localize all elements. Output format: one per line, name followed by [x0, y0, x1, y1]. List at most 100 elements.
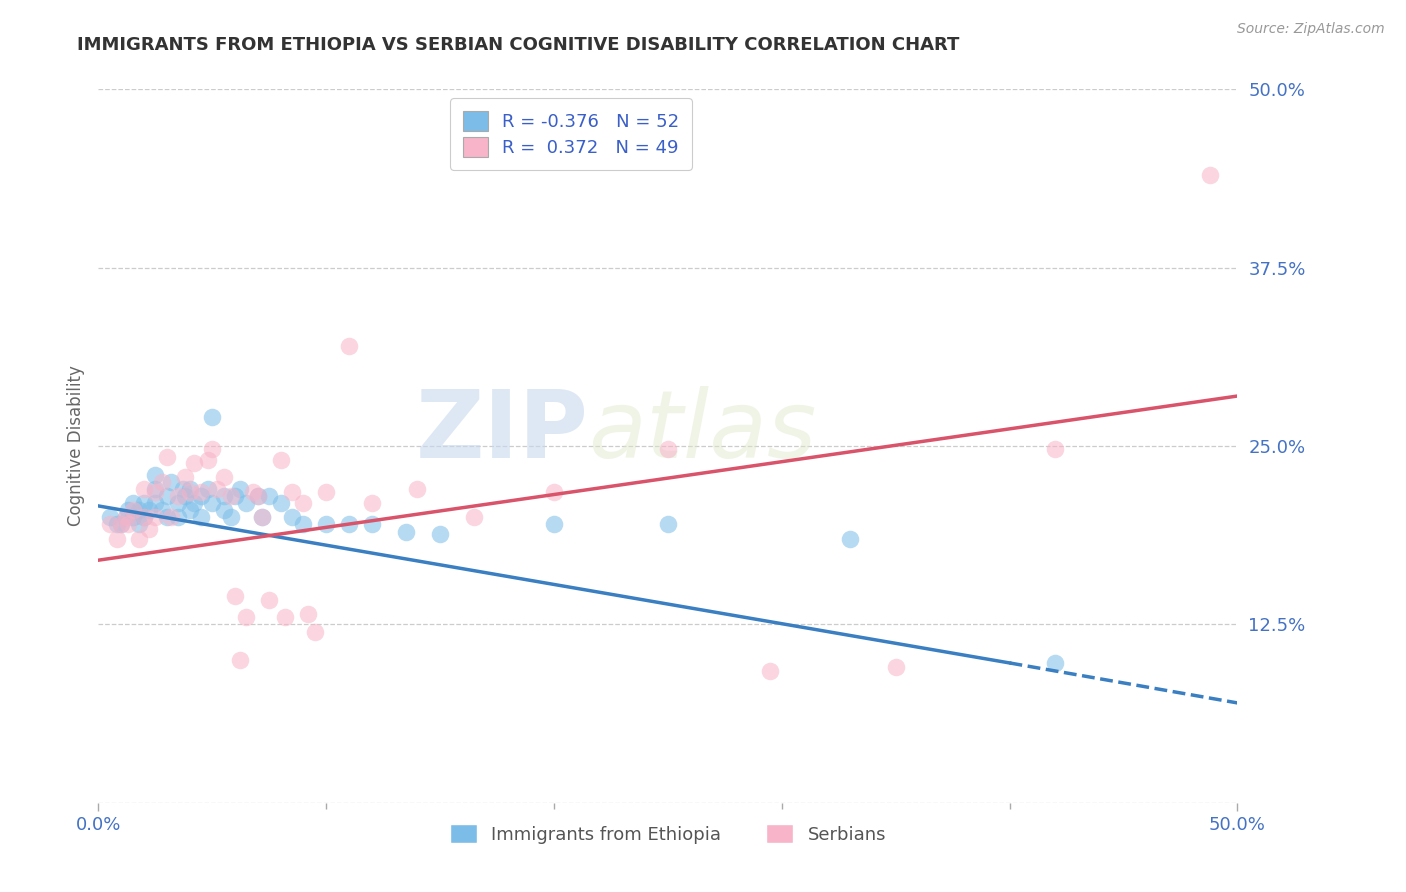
Point — [197, 482, 219, 496]
Point — [179, 503, 201, 517]
Point — [252, 510, 274, 524]
Point — [429, 527, 451, 541]
Point — [121, 510, 143, 524]
Point — [167, 496, 190, 510]
Point — [172, 482, 194, 496]
Point — [114, 510, 136, 524]
Point — [292, 496, 315, 510]
Point — [201, 442, 224, 456]
Point — [219, 510, 242, 524]
Point — [270, 453, 292, 467]
Point — [337, 339, 360, 353]
Point — [121, 503, 143, 517]
Point — [128, 503, 150, 517]
Point — [183, 496, 205, 510]
Point — [117, 517, 139, 532]
Point — [395, 524, 418, 539]
Point — [145, 467, 167, 482]
Point — [884, 660, 907, 674]
Point — [156, 450, 179, 465]
Point — [98, 510, 121, 524]
Point — [201, 410, 224, 425]
Point — [228, 482, 250, 496]
Point — [360, 496, 382, 510]
Point — [132, 510, 155, 524]
Text: ZIP: ZIP — [415, 385, 588, 478]
Point — [246, 489, 269, 503]
Point — [114, 510, 136, 524]
Point — [110, 517, 132, 532]
Point — [132, 496, 155, 510]
Legend: Immigrants from Ethiopia, Serbians: Immigrants from Ethiopia, Serbians — [434, 810, 901, 858]
Point — [259, 593, 281, 607]
Point — [145, 496, 167, 510]
Y-axis label: Cognitive Disability: Cognitive Disability — [66, 366, 84, 526]
Text: IMMIGRANTS FROM ETHIOPIA VS SERBIAN COGNITIVE DISABILITY CORRELATION CHART: IMMIGRANTS FROM ETHIOPIA VS SERBIAN COGN… — [77, 36, 960, 54]
Point — [304, 624, 326, 639]
Point — [259, 489, 281, 503]
Point — [543, 517, 565, 532]
Point — [156, 510, 179, 524]
Point — [197, 453, 219, 467]
Point — [228, 653, 250, 667]
Point — [132, 482, 155, 496]
Text: Source: ZipAtlas.com: Source: ZipAtlas.com — [1237, 22, 1385, 37]
Point — [270, 496, 292, 510]
Point — [156, 489, 179, 503]
Point — [543, 484, 565, 499]
Point — [150, 503, 173, 517]
Point — [242, 484, 264, 499]
Point — [224, 489, 246, 503]
Point — [132, 510, 155, 524]
Point — [150, 475, 173, 489]
Point — [212, 470, 235, 484]
Point — [179, 482, 201, 496]
Point — [292, 517, 315, 532]
Point — [657, 517, 679, 532]
Point — [145, 484, 167, 499]
Point — [190, 484, 212, 499]
Point — [128, 532, 150, 546]
Point — [212, 489, 235, 503]
Point — [190, 510, 212, 524]
Point — [160, 475, 183, 489]
Point — [252, 510, 274, 524]
Point — [138, 522, 160, 536]
Point — [235, 610, 257, 624]
Point — [167, 489, 190, 503]
Point — [1199, 168, 1222, 182]
Point — [360, 517, 382, 532]
Point — [121, 496, 143, 510]
Point — [759, 665, 782, 679]
Point — [337, 517, 360, 532]
Point — [98, 517, 121, 532]
Point — [315, 517, 337, 532]
Point — [315, 484, 337, 499]
Point — [110, 517, 132, 532]
Point — [274, 610, 297, 624]
Point — [117, 503, 139, 517]
Point — [463, 510, 485, 524]
Point — [201, 496, 224, 510]
Point — [174, 470, 197, 484]
Point — [145, 510, 167, 524]
Point — [657, 442, 679, 456]
Point — [105, 532, 128, 546]
Point — [281, 484, 304, 499]
Point — [219, 489, 242, 503]
Point — [145, 482, 167, 496]
Point — [1043, 656, 1066, 670]
Point — [205, 482, 228, 496]
Point — [281, 510, 304, 524]
Point — [174, 489, 197, 503]
Point — [167, 510, 190, 524]
Point — [235, 496, 257, 510]
Point — [246, 489, 269, 503]
Point — [138, 503, 160, 517]
Point — [839, 532, 862, 546]
Point — [224, 589, 246, 603]
Point — [183, 456, 205, 470]
Text: atlas: atlas — [588, 386, 817, 477]
Point — [105, 517, 128, 532]
Point — [179, 484, 201, 499]
